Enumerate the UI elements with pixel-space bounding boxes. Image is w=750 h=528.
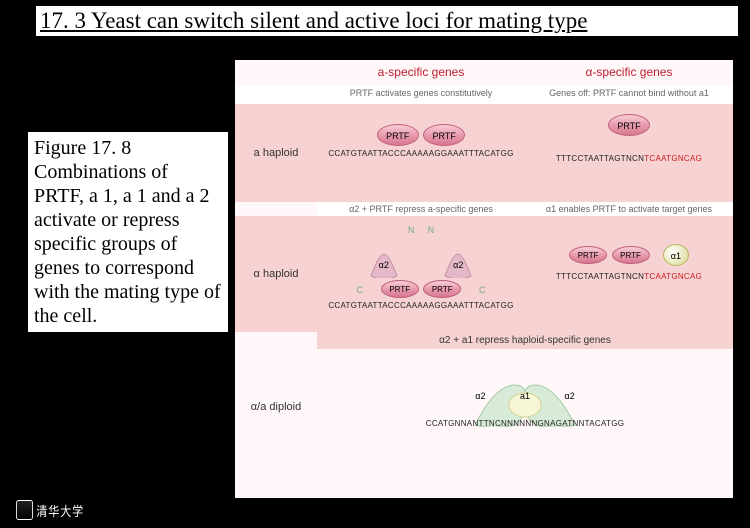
diploid-section-title: α2 + a1 repress haploid-specific genes <box>317 332 733 349</box>
alpha-band-header: α2 + PRTF repress a-specific genes α1 en… <box>235 202 733 216</box>
slide-title: 17. 3 Yeast can switch silent and active… <box>36 6 738 36</box>
row-a-haploid: a haploid PRTF PRTF CCATGTAATTACCCAAAAAG… <box>235 104 733 202</box>
col-header-a-genes: a-specific genes <box>317 60 525 86</box>
dna-sequence-a-right: TTTCCTAATTAGTNCNTCAATGNCAG <box>525 154 733 163</box>
diagram-panel: a-specific genes α-specific genes PRTF a… <box>235 60 733 498</box>
alpha1-activator: α1 <box>663 244 689 266</box>
prtf-oval: PRTF <box>423 124 465 146</box>
c-terminus-label: C <box>479 285 486 295</box>
row-alpha-haploid: α haploid N N α2 α2 <box>235 216 733 332</box>
row-label-alpha-haploid: α haploid <box>235 216 317 332</box>
dna-sequence-a-left: CCATGTAATTACCCAAAAAGGAAATTTACATGG <box>317 149 525 158</box>
dna-sequence-diploid: CCATGNNANTTNCNNNNNNGNAGATNNTACATGG <box>317 419 733 428</box>
n-terminus-label: N <box>408 225 415 235</box>
alpha2-label: α2 <box>475 391 485 401</box>
prtf-oval: PRTF <box>381 280 419 298</box>
dna-sequence-alpha-left: CCATGTAATTACCCAAAAAGGAAATTTACATGG <box>317 301 525 310</box>
prtf-oval: PRTF <box>377 124 419 146</box>
n-terminus-label: N <box>428 225 435 235</box>
col-header-alpha-genes: α-specific genes <box>525 60 733 86</box>
alpha2-repressor: α2 <box>443 252 473 278</box>
prtf-oval: PRTF <box>612 246 650 264</box>
column-header-row: a-specific genes α-specific genes <box>235 60 733 86</box>
band-right: α1 enables PRTF to activate target genes <box>525 202 733 216</box>
row-diploid: α/a diploid α2 a1 α2 CCATGNNANTTNCNNNNNN… <box>235 349 733 465</box>
c-terminus-label: C <box>356 285 363 295</box>
prtf-oval: PRTF <box>569 246 607 264</box>
col-subheader-row: PRTF activates genes constitutively Gene… <box>235 86 733 104</box>
row-label-a-haploid: a haploid <box>235 104 317 202</box>
alpha2-repressor: α2 <box>369 252 399 278</box>
a1-label: a1 <box>520 391 530 401</box>
dna-sequence-alpha-right: TTTCCTAATTAGTNCNTCAATGNCAG <box>525 272 733 281</box>
prtf-oval: PRTF <box>423 280 461 298</box>
subheader-left: PRTF activates genes constitutively <box>317 86 525 104</box>
row-label-diploid: α/a diploid <box>235 349 317 465</box>
prtf-oval: PRTF <box>608 114 650 136</box>
subheader-right: Genes off: PRTF cannot bind without a1 <box>525 86 733 104</box>
university-logo: 清华大学 <box>16 500 84 520</box>
band-left: α2 + PRTF repress a-specific genes <box>317 202 525 216</box>
alpha2-label: α2 <box>565 391 575 401</box>
figure-caption: Figure 17. 8 Combinations of PRTF, a 1, … <box>28 132 228 332</box>
